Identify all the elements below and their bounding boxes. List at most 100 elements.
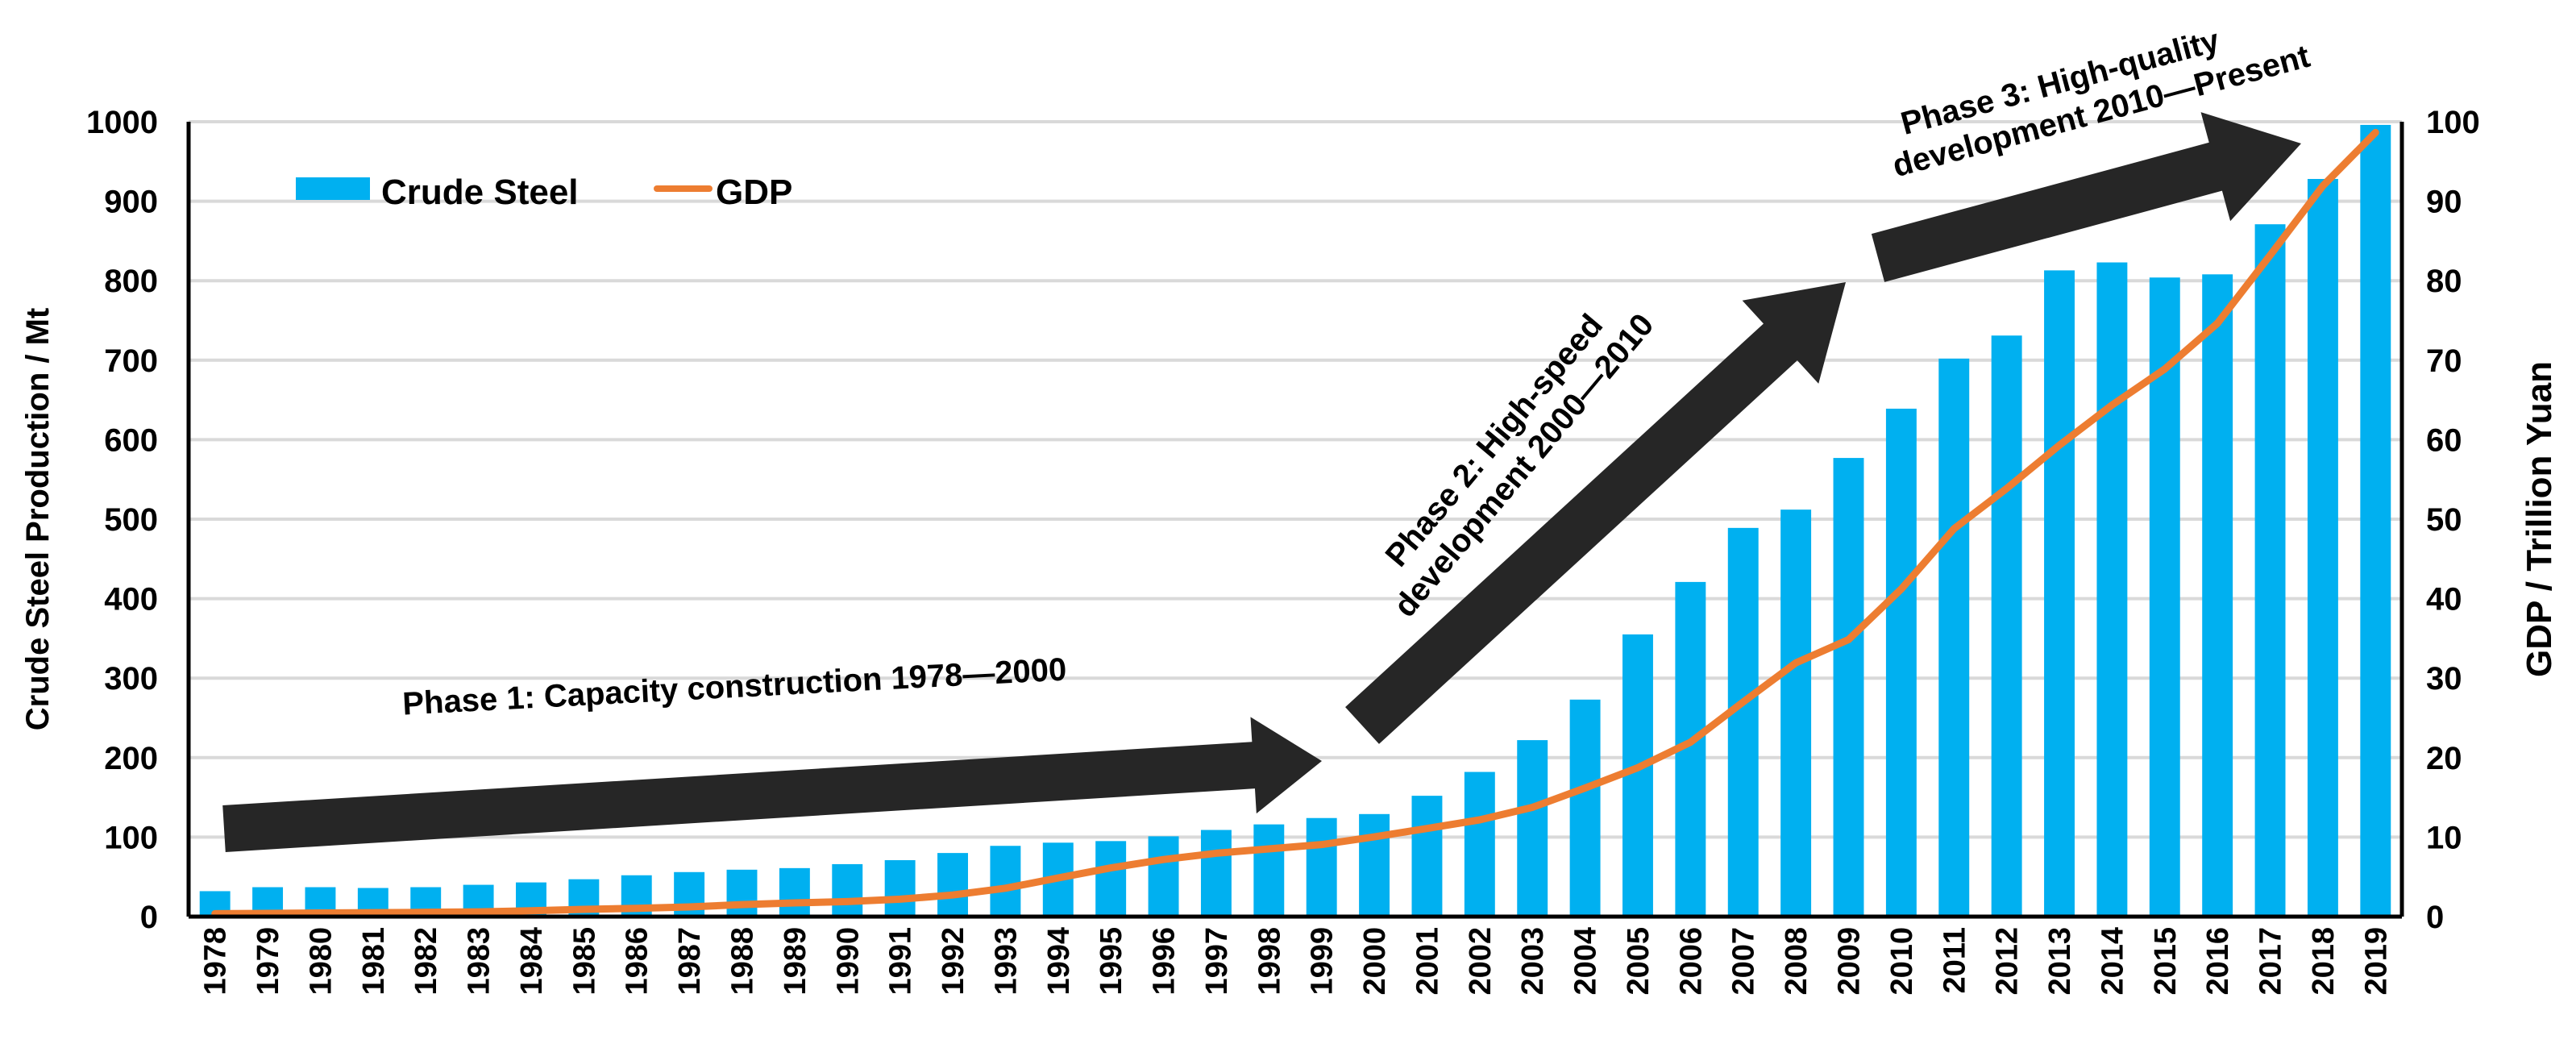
- left-tick-label: 800: [104, 264, 158, 299]
- x-tick-label: 1984: [515, 927, 549, 996]
- x-tick-label: 1996: [1148, 927, 1182, 996]
- x-tick-label: 2014: [2096, 927, 2129, 996]
- bar-2002: [1464, 771, 1495, 917]
- bar-2011: [1938, 358, 1970, 917]
- bar-1995: [1095, 841, 1127, 917]
- bar-2009: [1833, 458, 1864, 917]
- left-tick-label: 500: [104, 502, 158, 538]
- bar-2017: [2254, 224, 2286, 917]
- right-axis-title: GDP / Trillion Yuan: [2520, 361, 2559, 677]
- bar-2001: [1411, 796, 1443, 917]
- gdp-line: [211, 128, 2379, 917]
- bar-2019: [2360, 124, 2391, 917]
- bar-2012: [1991, 335, 2022, 917]
- bar-1992: [937, 853, 968, 917]
- x-tick-label: 2013: [2043, 927, 2077, 996]
- x-tick-label: 2003: [1516, 927, 1550, 996]
- x-tick-label: 2007: [1727, 927, 1761, 996]
- left-tick-label: 0: [140, 900, 158, 935]
- x-tick-label: 1998: [1253, 927, 1286, 996]
- right-tick-label: 90: [2426, 185, 2462, 220]
- x-tick-label: 1985: [567, 927, 601, 996]
- x-tick-label: 2005: [1622, 927, 1656, 996]
- x-tick-label: 1992: [937, 927, 970, 996]
- axes: [186, 122, 2404, 919]
- left-tick-label: 900: [104, 185, 158, 220]
- x-tick-label: 1980: [304, 927, 338, 996]
- left-tick-label: 200: [104, 741, 158, 776]
- bar-2015: [2149, 277, 2180, 917]
- left-axis-title: Crude Steel Production / Mt: [20, 308, 56, 730]
- left-tick-label: 400: [104, 582, 158, 618]
- right-tick-label: 0: [2426, 900, 2444, 935]
- bar-1990: [832, 863, 863, 917]
- bar-1991: [884, 859, 916, 917]
- x-tick-label: 1997: [1200, 927, 1234, 996]
- x-tick-label: 1989: [779, 927, 812, 996]
- phase-2-arrow: [1345, 282, 1846, 744]
- bar-1988: [726, 869, 758, 917]
- x-tick-label: 1981: [357, 927, 391, 996]
- x-tick-label: 2016: [2201, 927, 2235, 996]
- right-tick-label: 10: [2426, 820, 2462, 855]
- phase-arrows: [222, 112, 2301, 852]
- phase-1-arrow: [222, 717, 1322, 852]
- x-tick-label: 1991: [884, 927, 918, 996]
- x-tick-label: 1987: [673, 927, 707, 996]
- legend: Crude Steel GDP: [296, 173, 792, 212]
- x-tick-label: 2018: [2307, 927, 2341, 996]
- right-tick-label: 60: [2426, 422, 2462, 458]
- x-tick-label: 2004: [1569, 927, 1603, 996]
- bar-2013: [2044, 270, 2075, 917]
- bar-1989: [779, 867, 810, 917]
- x-tick-label: 2019: [2359, 927, 2393, 996]
- left-tick-label: 300: [104, 661, 158, 697]
- bar-1997: [1200, 830, 1232, 917]
- left-tick-label: 100: [104, 820, 158, 855]
- x-tick-label: 2015: [2149, 927, 2183, 996]
- phase-1-label: Phase 1: Capacity construction 1978—2000: [401, 651, 1067, 722]
- x-tick-label: 2000: [1358, 927, 1392, 996]
- legend-steel-swatch: [296, 177, 370, 200]
- left-tick-label: 600: [104, 422, 158, 458]
- right-tick-label: 50: [2426, 502, 2462, 538]
- bar-2003: [1517, 740, 1548, 917]
- bar-2004: [1569, 699, 1601, 917]
- bar-1996: [1148, 836, 1179, 917]
- right-tick-label: 100: [2426, 105, 2480, 140]
- x-tick-label: 1978: [199, 927, 233, 996]
- bar-2007: [1727, 527, 1759, 917]
- phase-3-arrow: [1871, 112, 2301, 282]
- x-tick-label: 1983: [463, 927, 497, 996]
- x-tick-label: 1982: [409, 927, 443, 996]
- bar-1999: [1306, 817, 1337, 917]
- tick-labels: 0 100 200 300 400 500 600 700 800 900 1000 0 10 20 30 4…: [86, 105, 2480, 996]
- x-tick-label: 2017: [2254, 927, 2288, 996]
- bar-2000: [1359, 813, 1390, 917]
- x-tick-label: 2006: [1674, 927, 1708, 996]
- right-tick-label: 20: [2426, 741, 2462, 776]
- x-tick-label: 2010: [1885, 927, 1919, 996]
- x-tick-label: 2001: [1411, 927, 1444, 996]
- bar-2014: [2096, 262, 2128, 917]
- bar-2008: [1780, 509, 1812, 917]
- legend-steel-label: Crude Steel: [381, 173, 579, 212]
- x-tick-label: 2012: [1991, 927, 2025, 996]
- gridlines: [189, 120, 2402, 839]
- x-tick-label: 2002: [1464, 927, 1498, 996]
- x-tick-label: 2009: [1833, 927, 1867, 996]
- x-tick-label: 1986: [621, 927, 654, 996]
- right-tick-label: 70: [2426, 343, 2462, 379]
- steel-bars: [199, 124, 2391, 917]
- x-tick-label: 1994: [1042, 927, 1076, 996]
- bar-1993: [990, 846, 1021, 917]
- x-tick-label: 1993: [989, 927, 1023, 996]
- bar-2016: [2202, 274, 2233, 917]
- right-tick-label: 40: [2426, 582, 2462, 618]
- x-tick-label: 2008: [1780, 927, 1814, 996]
- x-tick-label: 1988: [726, 927, 760, 996]
- x-tick-label: 1995: [1095, 927, 1128, 996]
- x-tick-label: 1979: [251, 927, 285, 996]
- legend-gdp-label: GDP: [716, 173, 792, 212]
